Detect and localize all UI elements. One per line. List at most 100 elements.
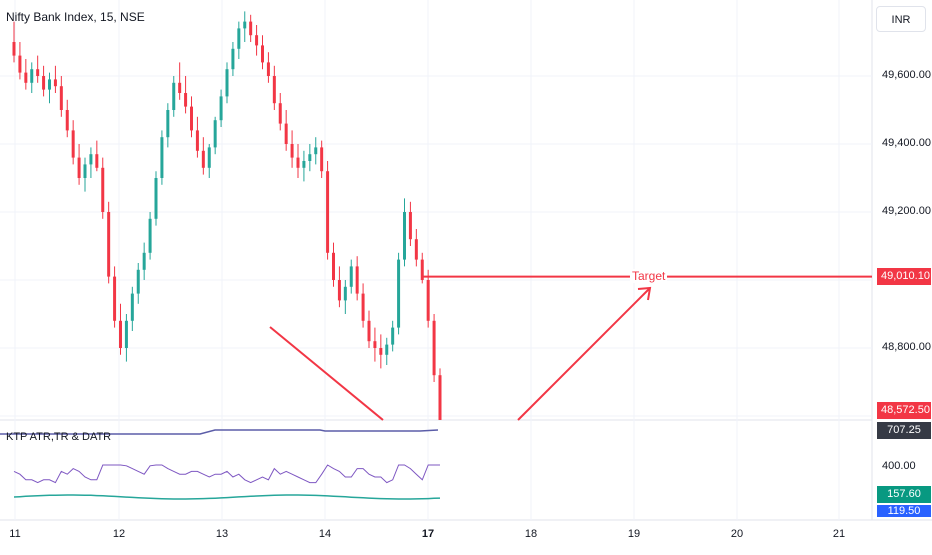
candle-body [403, 212, 406, 260]
candle-body [349, 266, 353, 287]
candle-body [243, 21, 247, 29]
date-label-17: 17 [421, 528, 435, 540]
candle-body [284, 123, 288, 144]
candle-body [142, 252, 146, 270]
candle-body [414, 239, 418, 260]
candle-body [343, 286, 347, 301]
candle-body [12, 42, 16, 56]
candles [12, 11, 442, 420]
date-label-14: 14 [318, 528, 332, 540]
candle-body [166, 110, 170, 138]
candle-body [272, 76, 276, 104]
trend-line-down [269, 326, 384, 421]
tr-line [13, 464, 440, 484]
datr-value-badge: 119.50 [877, 505, 931, 517]
date-label-12: 12 [112, 528, 126, 540]
candle-body [172, 82, 176, 110]
candle-body [101, 167, 105, 212]
candle-body [36, 69, 40, 76]
symbol-title[interactable]: Nifty Bank Index, 15, NSE [6, 10, 145, 24]
last-price-badge: 48,572.50 [877, 402, 931, 419]
candle-body [53, 79, 57, 87]
candle-body [249, 21, 253, 36]
candle-body [184, 93, 188, 107]
candle-body [178, 82, 182, 93]
candle-body [160, 137, 164, 178]
date-label-19: 19 [627, 528, 641, 540]
price-tick-49400: 49,400.00 [882, 137, 931, 149]
candle-body [195, 130, 199, 151]
candle-body [385, 344, 389, 355]
candle-body [266, 62, 270, 76]
indicator-title[interactable]: KTP ATR,TR & DATR [6, 431, 112, 443]
datr-line [0, 429, 439, 435]
target-annotation-label[interactable]: Target [630, 269, 668, 283]
candle-body [261, 45, 264, 63]
date-label-21: 21 [832, 528, 846, 540]
candle-body [237, 28, 241, 49]
candle-body [77, 157, 81, 178]
candle-body [361, 293, 365, 321]
candle-body [201, 150, 205, 168]
candle-body [426, 280, 430, 321]
candle-body [373, 341, 377, 348]
candle-body [30, 69, 34, 83]
candle-body [408, 212, 412, 240]
candle-body [42, 76, 46, 90]
tr-value-badge: 157.60 [877, 486, 931, 503]
date-label-11: 11 [9, 528, 21, 540]
candle-body [124, 320, 128, 348]
candle-body [397, 259, 401, 328]
candle-body [107, 212, 111, 277]
price-tick-49200: 49,200.00 [882, 205, 931, 217]
candle-body [379, 348, 383, 355]
candle-body [154, 178, 158, 219]
candle-body [278, 103, 282, 124]
candle-body [326, 171, 330, 253]
candle-body [391, 327, 395, 345]
candle-body [225, 69, 229, 97]
candle-body [207, 147, 211, 168]
arrow-head [637, 286, 652, 301]
candle-body [71, 130, 75, 158]
candle-body [190, 106, 193, 131]
candle-body [148, 218, 152, 253]
candle-body [119, 320, 122, 348]
candle-body [314, 147, 318, 155]
candle-body [95, 154, 99, 168]
currency-selector[interactable]: INR [876, 6, 926, 32]
candle-body [65, 110, 69, 131]
candle-body [113, 276, 117, 321]
candle-body [432, 320, 436, 376]
candle-body [367, 320, 371, 342]
candle-body [337, 280, 341, 301]
candle-body [24, 72, 28, 83]
candle-body [255, 35, 259, 46]
date-label-18: 18 [524, 528, 538, 540]
candle-body [420, 259, 424, 280]
candle-body [136, 269, 140, 294]
price-tick-48800: 48,800.00 [882, 341, 931, 353]
candle-body [59, 86, 63, 110]
candle-body [89, 154, 93, 165]
candle-body [213, 120, 217, 148]
date-label-13: 13 [215, 528, 229, 540]
atr-line [13, 494, 441, 500]
candle-body [130, 293, 134, 321]
candle-body [48, 79, 51, 90]
date-label-20: 20 [730, 528, 744, 540]
atr-value-badge: 707.25 [877, 422, 931, 439]
candle-body [83, 164, 87, 178]
candle-body [438, 375, 442, 420]
price-tick-49600: 49,600.00 [882, 69, 931, 81]
trend-line-up [517, 287, 651, 421]
candle-body [308, 154, 312, 161]
candle-body [355, 266, 359, 294]
candle-body [290, 144, 294, 158]
indicator-tick-400: 400.00 [882, 460, 916, 472]
candle-body [302, 161, 306, 168]
candle-body [296, 157, 300, 168]
candle-body [231, 48, 235, 70]
